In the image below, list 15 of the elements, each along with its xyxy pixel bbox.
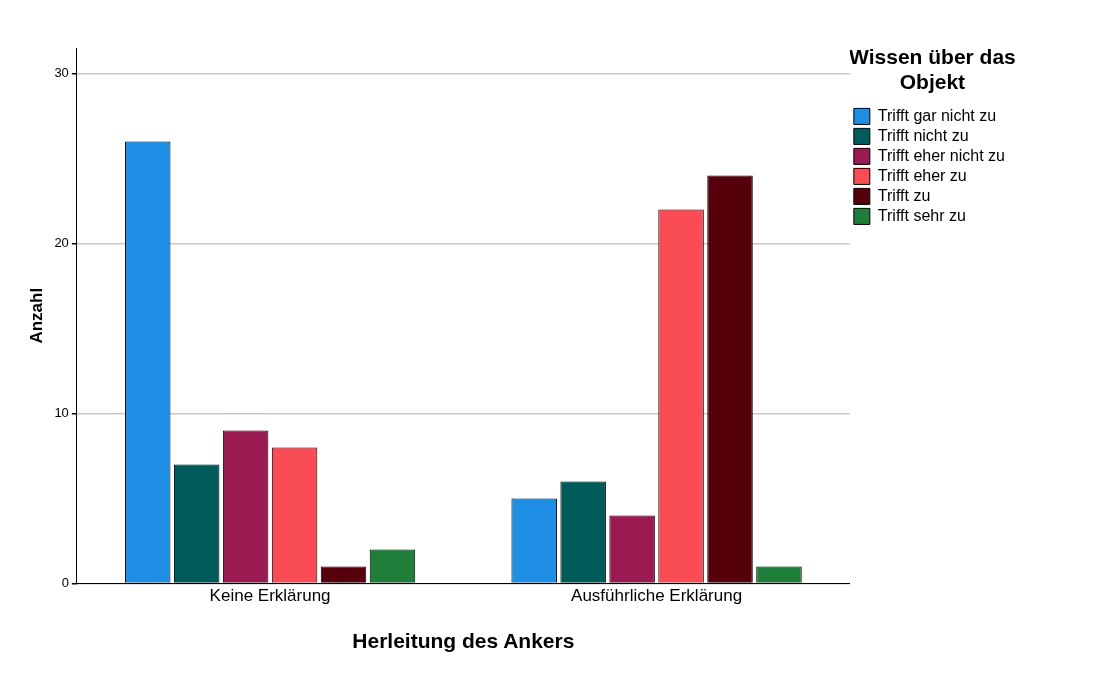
legend-label: Trifft nicht zu [877,126,969,144]
legend-label: Trifft eher nicht zu [877,146,1006,164]
y-tick-label: 0 [61,574,69,590]
legend-label: Trifft gar nicht zu [877,106,997,124]
x-axis-title: Herleitung des Ankers [352,629,575,653]
x-tick-label: Ausführliche Erklärung [571,586,743,606]
y-tick-label: 10 [54,405,69,421]
legend-label: Trifft zu [877,186,931,204]
y-tick-label: 30 [54,65,69,81]
legend-label: Trifft eher zu [877,166,967,184]
legend-title: Wissen über das Objekt [849,45,1016,94]
x-tick-label: Keine Erklärung [209,586,331,606]
legend-label: Trifft sehr zu [877,206,966,224]
y-tick-label: 20 [54,235,69,251]
y-axis-title: Anzahl [26,287,46,344]
